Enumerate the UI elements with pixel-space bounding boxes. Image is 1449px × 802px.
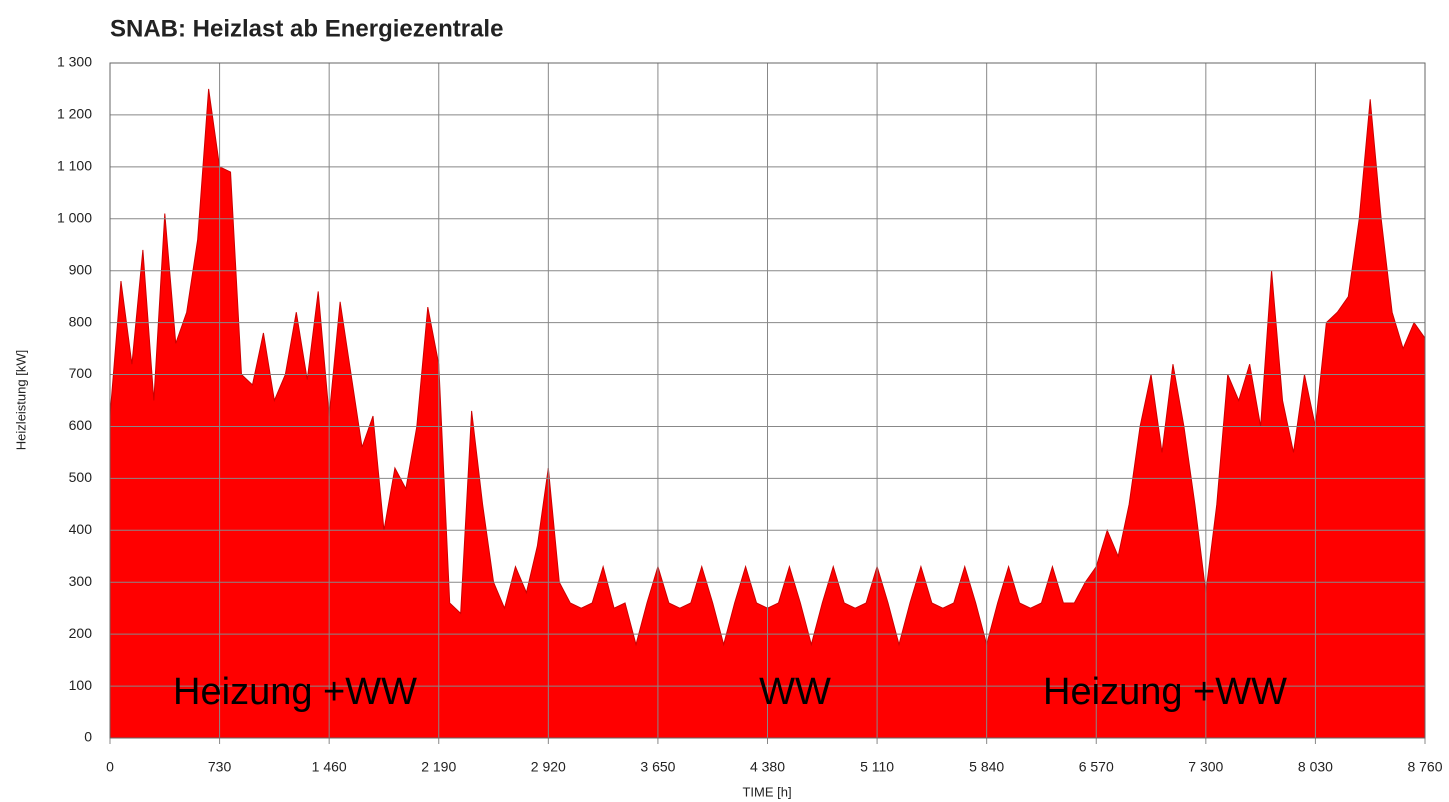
x-tick-label: 5 110	[860, 759, 894, 775]
y-tick-label: 900	[69, 261, 93, 277]
chart-title: SNAB: Heizlast ab Energiezentrale	[110, 15, 503, 42]
x-tick-label: 730	[208, 759, 232, 775]
y-tick-label: 1 300	[57, 54, 92, 70]
annotation: Heizung +WW	[1043, 671, 1287, 713]
x-axis-label: TIME [h]	[742, 784, 791, 799]
y-tick-label: 400	[69, 521, 93, 537]
y-tick-label: 1 000	[57, 209, 92, 225]
annotation: Heizung +WW	[173, 671, 417, 713]
x-tick-label: 3 650	[640, 759, 675, 775]
x-tick-label: 6 570	[1079, 759, 1114, 775]
y-tick-label: 1 100	[57, 158, 92, 174]
y-tick-label: 0	[84, 729, 92, 745]
y-tick-label: 700	[69, 365, 93, 381]
y-tick-label: 500	[69, 469, 93, 485]
y-tick-label: 100	[69, 677, 93, 693]
y-tick-label: 800	[69, 313, 93, 329]
x-tick-label: 8 030	[1298, 759, 1333, 775]
x-tick-label: 8 760	[1407, 759, 1442, 775]
x-tick-label: 4 380	[750, 759, 785, 775]
x-tick-label: 2 920	[531, 759, 566, 775]
y-tick-label: 200	[69, 625, 93, 641]
x-tick-label: 1 460	[312, 759, 347, 775]
y-tick-label: 1 200	[57, 106, 92, 122]
x-tick-label: 5 840	[969, 759, 1004, 775]
annotation: WW	[759, 671, 831, 713]
y-axis-label: Heizleistung [kW]	[13, 350, 28, 450]
x-tick-label: 0	[106, 759, 114, 775]
y-tick-label: 300	[69, 573, 93, 589]
plot-frame	[109, 62, 1426, 739]
y-tick-label: 600	[69, 417, 93, 433]
x-tick-label: 2 190	[421, 759, 456, 775]
x-tick-label: 7 300	[1188, 759, 1223, 775]
